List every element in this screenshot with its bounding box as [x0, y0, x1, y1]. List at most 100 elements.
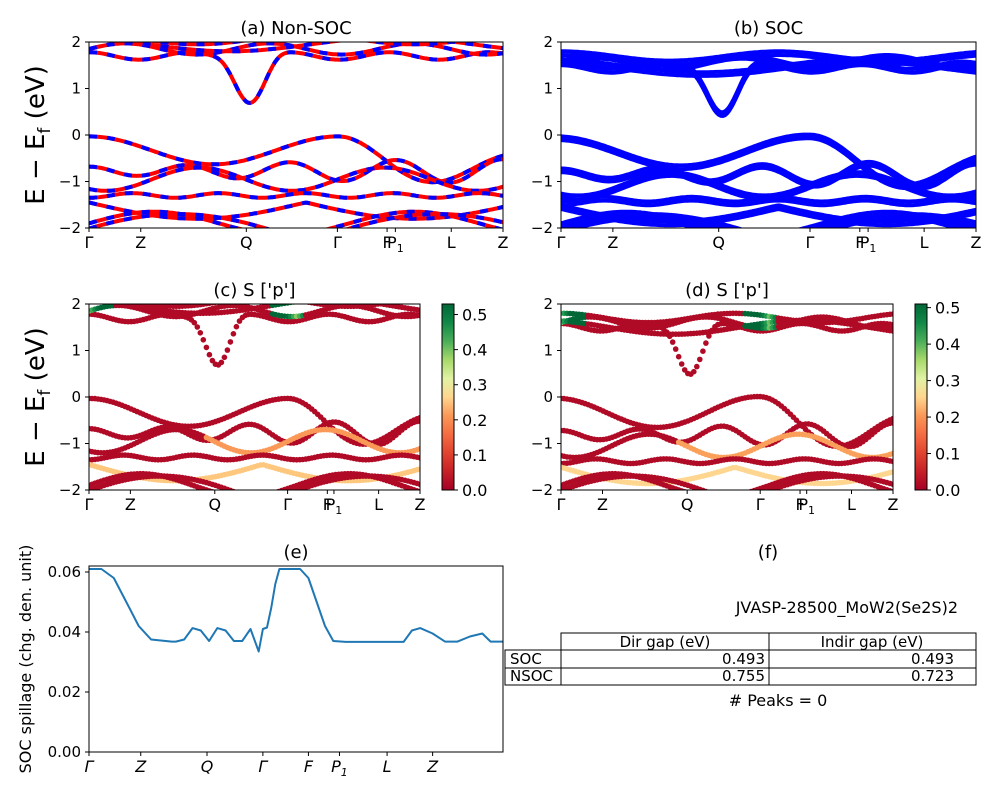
band-line-b — [561, 56, 976, 75]
plot-area-c — [89, 294, 423, 506]
projection-point-c — [206, 351, 213, 358]
xtick-label-d: P1 — [798, 495, 815, 517]
xtick-label-b: Q — [712, 233, 725, 252]
projection-point-c — [107, 296, 113, 302]
projection-point-d — [718, 495, 724, 501]
row-label-nsoc: NSOC — [510, 667, 553, 685]
projection-point-c — [116, 297, 122, 303]
xtick-label-b: Γ — [806, 233, 815, 252]
colorbar-tick-label-d: 0.1 — [935, 445, 960, 464]
projection-point-d — [887, 488, 893, 490]
xtick-label-a: L — [447, 233, 456, 252]
projection-point-c — [348, 297, 354, 303]
band-line-b — [561, 170, 976, 198]
projection-point-c — [339, 297, 345, 303]
projection-point-c — [110, 296, 116, 302]
projection-point-c — [298, 304, 301, 305]
title-e: (e) — [283, 542, 308, 563]
ytick-label-c: 2 — [71, 295, 81, 313]
projection-point-c — [246, 494, 252, 500]
band-line-b — [561, 159, 976, 187]
xtick-label-d: Z — [597, 495, 608, 514]
projection-point-c — [224, 347, 231, 353]
xtick-label-e: F — [304, 757, 314, 776]
projection-point-c — [258, 500, 264, 506]
projection-point-d — [745, 496, 751, 502]
xtick-label-d: Q — [681, 495, 694, 514]
band-line-b — [561, 206, 976, 228]
title-d: (d) S ['p'] — [685, 280, 769, 301]
axes-frame-d — [560, 303, 894, 491]
projection-point-d — [691, 368, 697, 375]
projection-point-c — [264, 500, 270, 506]
projection-point-c — [417, 481, 420, 488]
projection-point-c — [417, 295, 423, 301]
projection-point-c — [267, 491, 273, 497]
projection-point-d — [718, 494, 724, 500]
spillage-line — [89, 568, 503, 653]
projection-point-d — [669, 339, 676, 345]
projection-point-c — [345, 297, 351, 303]
xtick-label-d: Γ — [756, 495, 765, 514]
projection-point-d — [708, 489, 710, 490]
projection-point-c — [218, 359, 225, 366]
axes-frame-c — [88, 303, 421, 491]
colorbar-tick-label-d: 0.2 — [935, 408, 960, 427]
title-b: (b) SOC — [734, 18, 803, 39]
colorbar-tick-label-d: 0.3 — [935, 372, 960, 391]
xtick-label-c: Z — [415, 495, 426, 514]
projection-point-c — [255, 499, 261, 505]
band-line-a — [89, 165, 503, 193]
projection-point-d — [706, 333, 712, 339]
ytick-label-d: −2 — [531, 481, 553, 499]
ylabel-e: SOC spillage (chg. den. unit) — [16, 545, 35, 774]
projection-point-c — [236, 318, 243, 324]
axes-frame-b — [560, 41, 977, 229]
ytick-label-b: 0 — [543, 126, 553, 144]
projection-point-c — [306, 298, 312, 304]
projection-point-c — [309, 297, 315, 303]
projection-point-d — [733, 492, 739, 498]
projection-point-c — [191, 319, 198, 326]
projection-point-d — [694, 363, 700, 370]
projection-point-c — [402, 297, 408, 303]
cell-soc-dir: 0.493 — [722, 650, 765, 668]
projection-point-d — [721, 496, 727, 502]
colorbar-tick-label-c: 0.3 — [462, 376, 487, 395]
projection-point-c — [221, 354, 228, 361]
colorbar-tick-label-d: 0.4 — [935, 335, 960, 354]
band-line-a — [89, 200, 503, 221]
projection-point-c — [95, 295, 101, 301]
projection-point-d — [700, 493, 706, 499]
projection-point-c — [417, 455, 420, 461]
xtick-label-e: Z — [426, 757, 439, 776]
projection-point-d — [730, 500, 736, 506]
projection-point-c — [200, 337, 207, 343]
projection-point-d — [712, 492, 718, 498]
xtick-label-c: Γ — [283, 495, 292, 514]
title-a: (a) Non-SOC — [240, 18, 351, 39]
projection-point-c — [89, 294, 95, 300]
panel-f-table: (f) JVASP-28500_MoW2(Se2S)2 Dir gap (eV)… — [504, 542, 977, 710]
projection-point-d — [724, 497, 730, 503]
projection-point-d — [890, 458, 893, 465]
cell-soc-indir: 0.493 — [911, 650, 954, 668]
projection-point-d — [675, 353, 682, 360]
projection-point-c — [411, 296, 417, 302]
projection-point-c — [125, 298, 131, 304]
ytick-label-a: 2 — [71, 33, 81, 51]
projection-point-c — [261, 492, 267, 498]
projection-point-c — [237, 494, 243, 500]
projection-point-d — [724, 494, 730, 500]
projection-point-c — [206, 488, 213, 490]
projection-point-c — [336, 297, 342, 303]
projection-point-c — [276, 495, 282, 501]
projection-point-d — [703, 494, 709, 500]
xtick-label-c: L — [374, 495, 383, 514]
ytick-label-c: −1 — [59, 435, 81, 453]
projection-point-d — [890, 481, 893, 488]
projection-point-c — [194, 324, 201, 330]
projection-point-c — [122, 298, 128, 304]
material-id: JVASP-28500_MoW2(Se2S)2 — [735, 598, 958, 618]
